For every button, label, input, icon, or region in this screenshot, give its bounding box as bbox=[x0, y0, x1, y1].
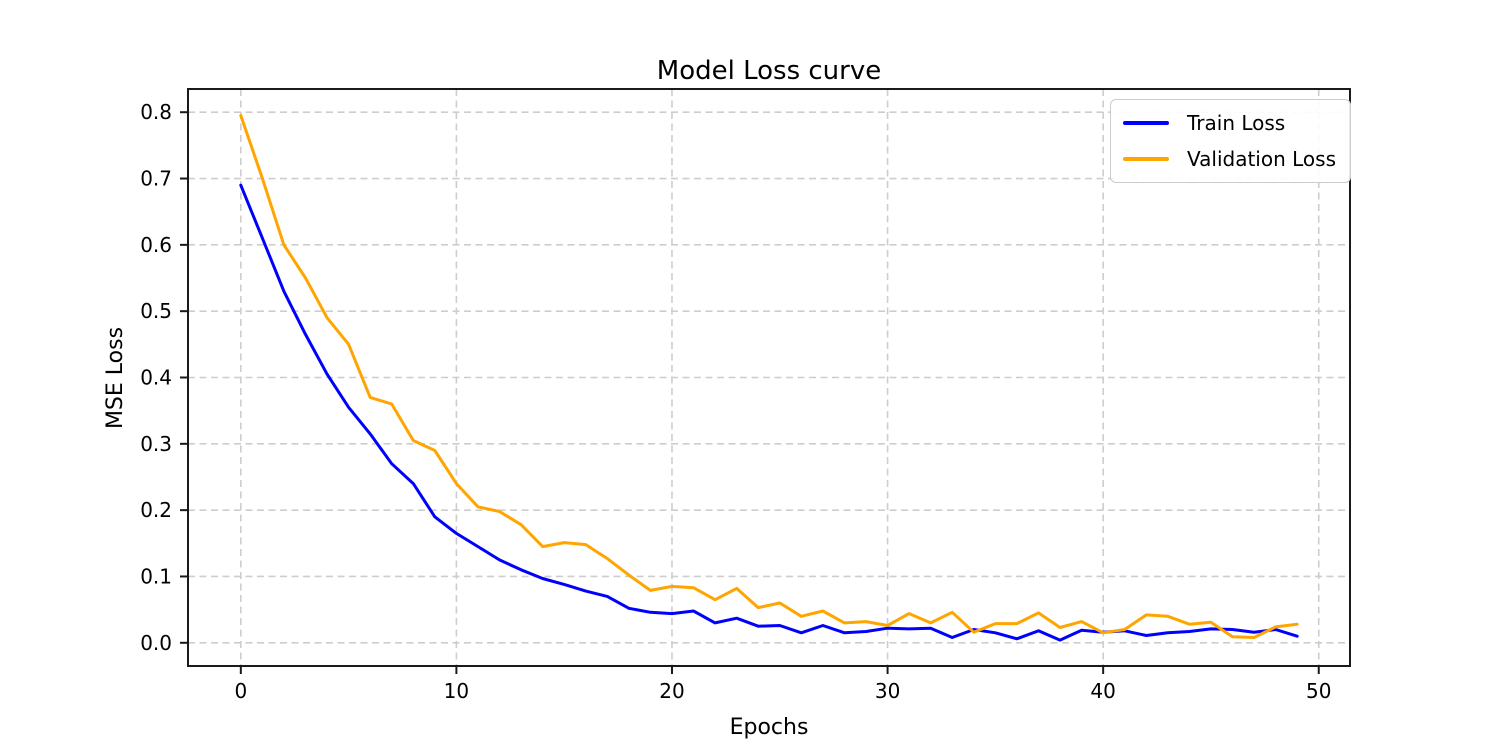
x-tick-label: 30 bbox=[875, 679, 900, 703]
validation-loss-line bbox=[239, 114, 1299, 639]
chart-title: Model Loss curve bbox=[657, 56, 881, 86]
x-axis-label: Epochs bbox=[730, 715, 809, 740]
y-tick-label: 0.0 bbox=[140, 631, 172, 655]
series-lines bbox=[239, 114, 1299, 642]
y-tick-label: 0.2 bbox=[140, 498, 172, 522]
axes bbox=[180, 88, 1351, 674]
legend: Train Loss Validation Loss bbox=[1110, 99, 1351, 183]
y-tick-label: 0.7 bbox=[140, 167, 172, 191]
legend-label: Train Loss bbox=[1187, 111, 1286, 135]
y-tick-label: 0.5 bbox=[140, 299, 172, 323]
x-tick-label: 10 bbox=[444, 679, 469, 703]
x-tick-label: 50 bbox=[1306, 679, 1331, 703]
x-tick-label: 40 bbox=[1090, 679, 1115, 703]
x-tick-label: 0 bbox=[234, 679, 247, 703]
y-tick-label: 0.4 bbox=[140, 366, 172, 390]
legend-label: Validation Loss bbox=[1187, 147, 1336, 171]
legend-item-validation-loss: Validation Loss bbox=[1123, 145, 1336, 173]
y-axis-label: MSE Loss bbox=[103, 327, 128, 429]
legend-item-train-loss: Train Loss bbox=[1123, 109, 1336, 137]
legend-line-swatch bbox=[1123, 157, 1169, 161]
y-tick-label: 0.1 bbox=[140, 564, 172, 588]
train-loss-line bbox=[239, 183, 1299, 642]
x-tick-label: 20 bbox=[659, 679, 684, 703]
legend-line-swatch bbox=[1123, 121, 1169, 125]
y-tick-label: 0.8 bbox=[140, 100, 172, 124]
y-tick-label: 0.3 bbox=[140, 432, 172, 456]
tick-labels: 0 10 20 30 40 50 0.0 0.1 0.2 0.3 0.4 0.5 0.6 0.7 0.8 bbox=[140, 100, 1331, 703]
y-tick-label: 0.6 bbox=[140, 233, 172, 257]
